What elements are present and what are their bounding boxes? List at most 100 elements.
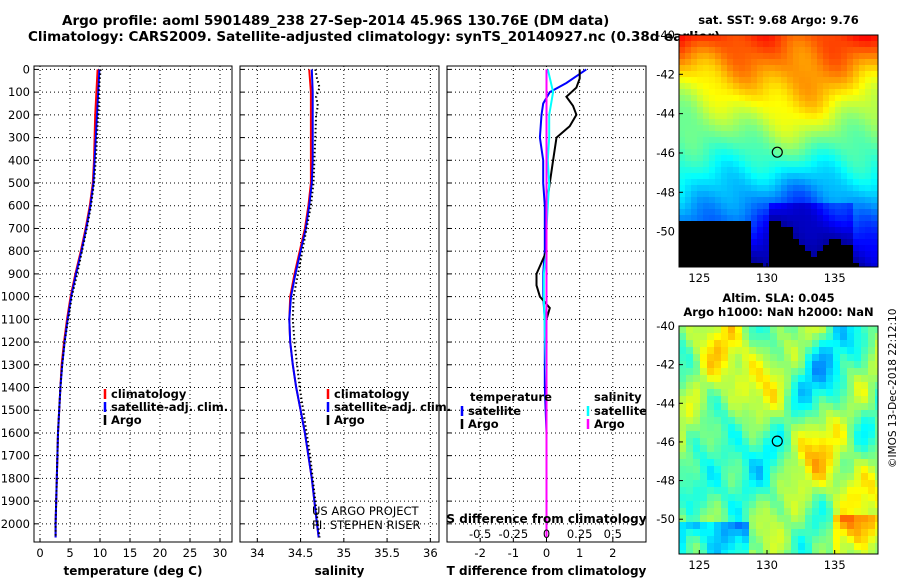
map-cell [875, 326, 878, 333]
map-cell [679, 149, 685, 155]
x2-tick-label: 0 [543, 527, 550, 541]
map-cell [721, 119, 727, 125]
map-cell [770, 424, 777, 431]
map-cell [742, 452, 749, 459]
map-cell [757, 95, 763, 101]
map-cell [841, 239, 847, 245]
map-cell [739, 203, 745, 209]
y-tick-label: -46 [656, 435, 675, 449]
map-cell [769, 101, 775, 107]
map-cell [871, 143, 877, 149]
map-cell [854, 389, 861, 396]
map-cell [861, 389, 868, 396]
map-cell [679, 179, 685, 185]
map-cell [826, 424, 833, 431]
map-cell [811, 227, 817, 233]
map-cell [709, 125, 715, 131]
map-cell [685, 191, 691, 197]
map-cell [784, 326, 791, 333]
map-cell [745, 101, 751, 107]
map-cell [875, 410, 878, 417]
y-tick-label: 1600 [1, 426, 30, 440]
map-cell [733, 233, 739, 239]
map-cell [749, 522, 756, 529]
map-cell [840, 543, 847, 550]
map-cell [679, 161, 685, 167]
map-cell [709, 257, 715, 263]
map-cell [745, 35, 751, 41]
map-cell [823, 95, 829, 101]
map-cell [805, 125, 811, 131]
map-cell [709, 113, 715, 119]
map-cell [829, 227, 835, 233]
map-cell [847, 354, 854, 361]
map-cell [777, 522, 784, 529]
map-cell [826, 452, 833, 459]
map-cell [697, 251, 703, 257]
map-cell [859, 257, 865, 263]
map-cell [707, 375, 714, 382]
map-cell [811, 263, 817, 267]
map-cell [691, 221, 697, 227]
map-cell [817, 107, 823, 113]
map-cell [749, 431, 756, 438]
map-cell [811, 101, 817, 107]
map-cell [679, 515, 686, 522]
map-cell [691, 59, 697, 65]
map-cell [823, 161, 829, 167]
map-cell [847, 466, 854, 473]
map-cell [853, 149, 859, 155]
map-cell [826, 529, 833, 536]
map-cell [784, 382, 791, 389]
map-cell [871, 113, 877, 119]
map-cell [714, 473, 721, 480]
map-cell [721, 389, 728, 396]
map-cell [686, 466, 693, 473]
map-cell [693, 431, 700, 438]
map-cell [868, 473, 875, 480]
map-cell [865, 101, 871, 107]
map-cell [733, 101, 739, 107]
plot-frame [33, 65, 233, 543]
map-cell [805, 452, 812, 459]
map-cell [770, 368, 777, 375]
map-cell [742, 424, 749, 431]
map-cell [798, 445, 805, 452]
map-cell [707, 480, 714, 487]
map-cell [679, 536, 686, 543]
map-cell [751, 53, 757, 59]
map-cell [819, 508, 826, 515]
map-cell [847, 203, 853, 209]
map-cell [721, 149, 727, 155]
map-cell [787, 65, 793, 71]
map-cell [700, 494, 707, 501]
map-cell [833, 459, 840, 466]
map-cell [823, 89, 829, 95]
map-cell [679, 137, 685, 143]
map-cell [728, 347, 735, 354]
map-cell [787, 197, 793, 203]
map-cell [685, 143, 691, 149]
map-cell [861, 368, 868, 375]
y-tick-label: -42 [656, 358, 675, 372]
map-cell [811, 209, 817, 215]
y-tick-label: -42 [656, 67, 675, 81]
map-cell [739, 59, 745, 65]
map-cell [854, 494, 861, 501]
map-cell [733, 263, 739, 267]
map-cell [749, 515, 756, 522]
map-cell [812, 347, 819, 354]
map-cell [739, 221, 745, 227]
map-cell [751, 137, 757, 143]
map-cell [835, 65, 841, 71]
map-cell [787, 113, 793, 119]
map-cell [875, 550, 878, 554]
map-cell [861, 445, 868, 452]
map-cell [679, 501, 686, 508]
map-cell [847, 77, 853, 83]
map-cell [714, 466, 721, 473]
map-cell [686, 494, 693, 501]
map-cell [853, 245, 859, 251]
map-cell [727, 59, 733, 65]
map-cell [812, 354, 819, 361]
